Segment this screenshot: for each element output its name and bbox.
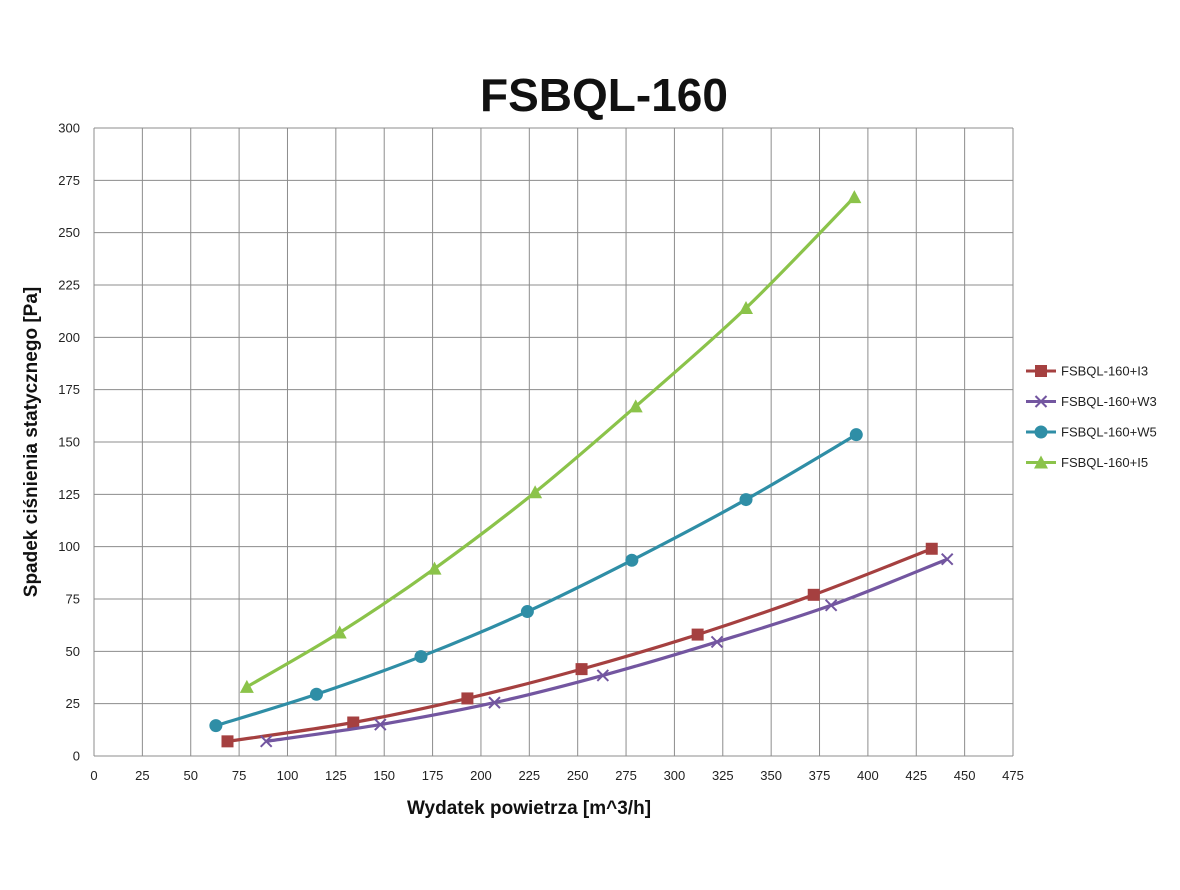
legend-label: FSBQL-160+W5 [1061,425,1157,440]
series-layer [209,190,954,748]
x-tick-label: 150 [373,768,395,783]
data-point [427,561,442,575]
y-axis-label: Spadek ciśnienia statycznego [Pa] [21,287,42,597]
series-line [265,557,948,743]
x-tick-label: 125 [325,768,347,783]
x-tick-label: 175 [422,768,444,783]
y-tick-label: 250 [58,225,80,240]
y-tick-label: 75 [66,592,80,607]
x-tick-label: 225 [518,768,540,783]
data-point [461,692,474,705]
chart-title: FSBQL-160 [480,69,728,121]
legend-marker [1034,395,1048,408]
x-marker-stroke [710,635,724,649]
x-tick-label: 275 [615,768,637,783]
data-point [209,719,223,733]
data-point [239,679,254,693]
x-tick-label: 375 [809,768,831,783]
y-tick-label: 25 [66,696,80,711]
legend-marker [1035,365,1047,377]
x-tick-label: 50 [184,768,198,783]
data-point [824,599,838,612]
x-axis-ticks: 0 25 50 75 100 125 150 175 200 225 250 275 300 325 350… [90,768,1023,783]
series-fsbql-160-w5 [209,428,863,733]
y-tick-label: 225 [58,278,80,293]
data-point [374,718,387,731]
x-tick-label: 25 [135,768,149,783]
grid [93,127,1014,757]
data-point [739,301,754,315]
data-point [847,190,862,204]
data-point [807,588,820,601]
data-point [488,696,501,709]
legend-item: FSBQL-160+W5 [1026,425,1157,440]
data-point [259,735,273,748]
y-tick-label: 125 [58,487,80,502]
x-marker-stroke [596,669,610,682]
y-tick-label: 200 [58,330,80,345]
legend-label: FSBQL-160+I3 [1061,364,1148,379]
x-axis-label: Wydatek powietrza [m^3/h] [407,798,651,819]
data-point [941,553,954,566]
legend-item: FSBQL-160+I5 [1026,455,1148,470]
y-tick-label: 150 [58,435,80,450]
series-fsbql-160-i5 [239,190,862,693]
x-tick-label: 425 [905,768,927,783]
legend-label: FSBQL-160+I5 [1061,455,1148,470]
y-tick-label: 275 [58,173,80,188]
legend-marker [1034,425,1048,439]
data-point [628,399,643,413]
x-marker-stroke [941,553,954,566]
data-point [925,542,938,555]
x-tick-label: 200 [470,768,492,783]
y-tick-label: 100 [58,539,80,554]
data-point [309,687,323,701]
legend-label: FSBQL-160+W3 [1061,394,1157,409]
x-tick-label: 300 [664,768,686,783]
data-point [414,650,428,664]
data-point [221,735,234,748]
data-point [332,625,347,639]
legend-marker [1034,455,1048,469]
data-point [520,605,534,619]
y-tick-label: 175 [58,382,80,397]
x-marker-stroke [374,718,387,731]
x-tick-label: 250 [567,768,589,783]
series-line [227,547,933,743]
x-tick-label: 75 [232,768,246,783]
legend-item: FSBQL-160+W3 [1026,394,1157,409]
x-marker-stroke [824,599,838,612]
x-tick-label: 325 [712,768,734,783]
data-point [528,485,543,499]
data-point [849,428,863,442]
data-point [625,553,639,567]
legend-item: FSBQL-160+I3 [1026,364,1148,379]
data-point [347,716,360,729]
x-tick-label: 100 [277,768,299,783]
data-point [739,493,753,507]
series-fsbql-160-w3 [259,553,954,748]
series-fsbql-160-i3 [221,542,938,748]
data-point [596,669,610,682]
x-tick-label: 450 [954,768,976,783]
x-marker-stroke [259,735,273,748]
x-marker-stroke [1034,395,1048,408]
legend: FSBQL-160+I3 FSBQL-160+W3 FSBQL-160+W5 FSBQ… [1026,364,1157,470]
y-axis-ticks: 0 25 50 75 100 125 150 175 200 225 250 275 300 [58,121,80,764]
x-tick-label: 0 [90,768,97,783]
x-marker-stroke [488,696,501,709]
x-tick-label: 350 [760,768,782,783]
y-tick-label: 50 [66,644,80,659]
data-point [691,628,704,641]
y-tick-label: 300 [58,121,80,136]
x-tick-label: 400 [857,768,879,783]
x-tick-label: 475 [1002,768,1024,783]
y-tick-label: 0 [73,749,80,764]
data-point [710,635,724,649]
data-point [575,663,588,676]
